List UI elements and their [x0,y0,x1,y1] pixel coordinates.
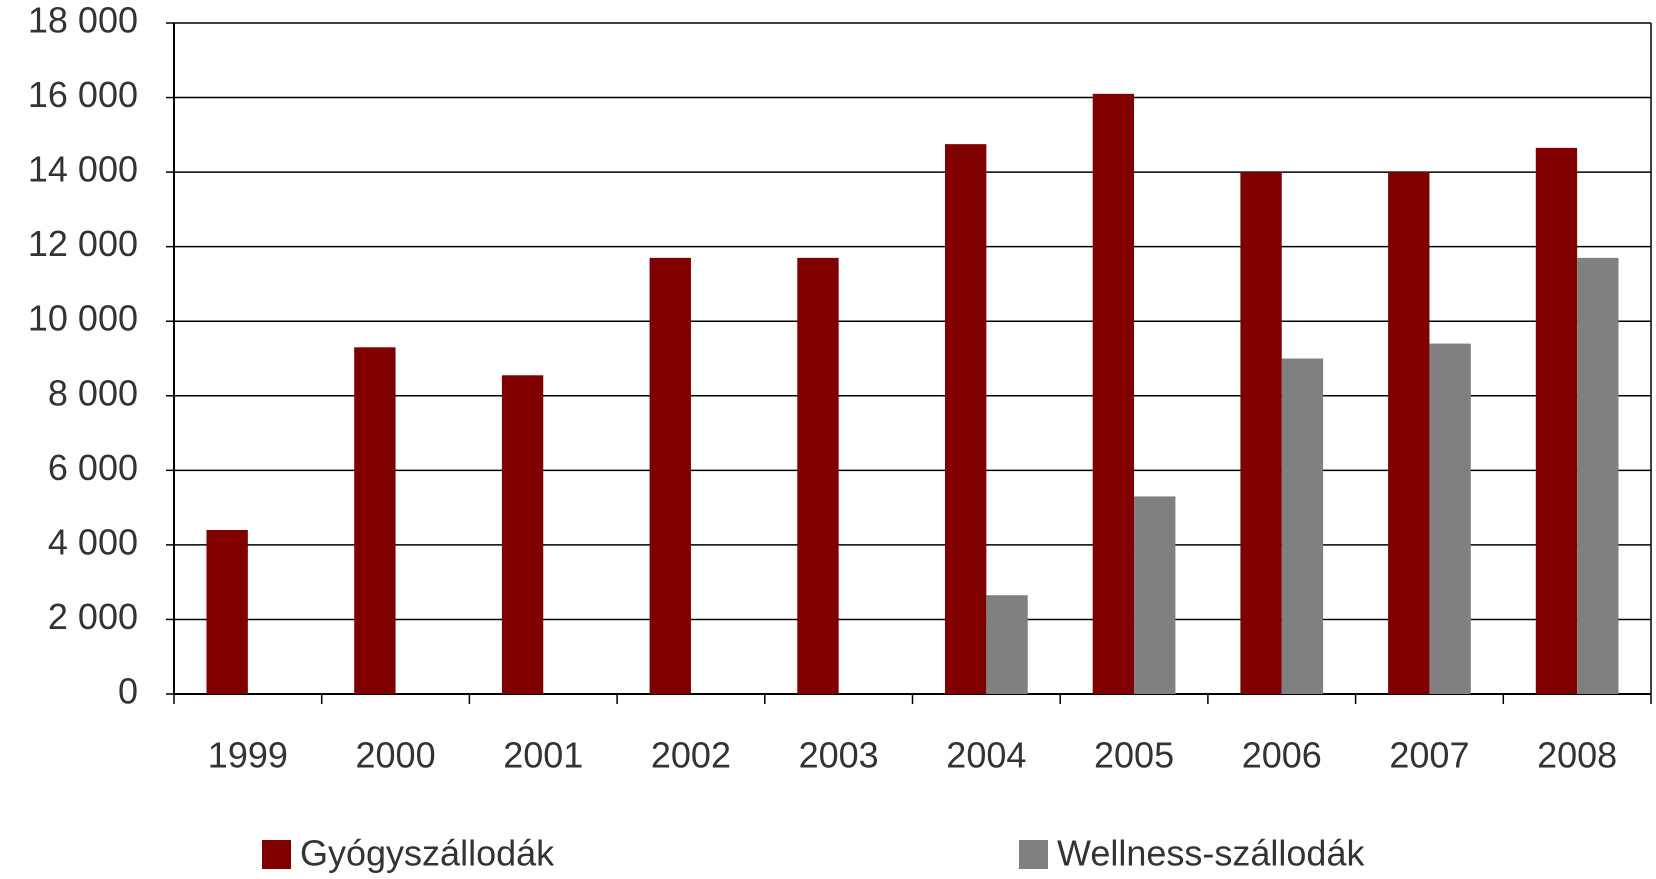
bar [206,529,248,694]
x-tick-label: 2000 [356,735,436,776]
y-tick-label: 10 000 [28,298,138,339]
legend-swatch [262,840,291,869]
bar [1388,172,1430,695]
legend-label: Wellness-szállodák [1057,833,1365,874]
bar [1092,93,1135,695]
bar [1535,147,1578,694]
y-tick-label: 0 [118,671,138,712]
bar [649,257,691,694]
y-tick-label: 8 000 [48,372,138,413]
legend-label: Gyógyszállodák [300,833,555,874]
bar [501,375,544,694]
bar [1577,257,1619,694]
bar [1281,358,1324,694]
x-tick-label: 2001 [503,735,583,776]
y-tick-label: 12 000 [28,223,138,264]
y-tick-label: 2 000 [48,596,138,637]
y-tick-label: 18 000 [28,0,138,41]
x-tick-label: 2007 [1389,735,1469,776]
x-tick-label: 1999 [208,735,288,776]
y-tick-label: 6 000 [48,447,138,488]
bar [354,347,396,694]
x-tick-label: 2006 [1242,735,1322,776]
bar [944,144,987,694]
y-tick-label: 16 000 [28,74,138,115]
legend-swatch [1019,840,1048,869]
bar [1240,172,1282,695]
bar [1134,496,1176,694]
y-tick-label: 14 000 [28,149,138,190]
x-tick-label: 2005 [1094,735,1174,776]
x-tick-label: 2004 [946,735,1026,776]
bar [797,257,839,694]
x-tick-label: 2008 [1537,735,1617,776]
bar [986,595,1028,694]
bar [1429,343,1471,694]
x-tick-label: 2003 [799,735,879,776]
x-tick-label: 2002 [651,735,731,776]
y-tick-label: 4 000 [48,521,138,562]
